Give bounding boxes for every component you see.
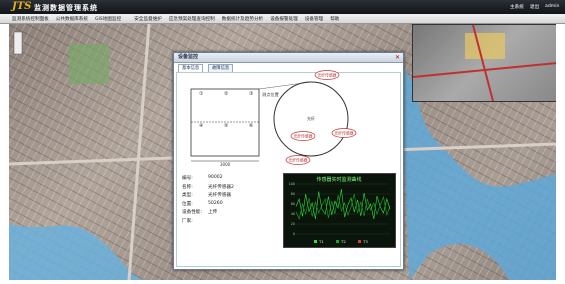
length-label: 3000 (220, 162, 231, 167)
legend-label: T1 (318, 239, 324, 244)
menu-item[interactable]: 安全监督维护 (134, 16, 162, 22)
info-key: 位置: (182, 201, 193, 207)
road (129, 24, 149, 280)
info-value: 光纤传感器 (208, 192, 231, 198)
minimap-features (413, 25, 556, 101)
sensor-label: 光纤传感器 (294, 134, 313, 139)
position-label: 测点位置 (262, 91, 279, 98)
monitor-chart: 传感器实时监测曲线 0 20 40 60 80 100 T1 T2 T3 (283, 173, 396, 248)
info-value: 90002 (208, 175, 223, 180)
y-tick-label: 80 (291, 192, 295, 196)
point-label: ⑤ (224, 123, 228, 129)
info-key: 名称: (182, 184, 193, 190)
y-tick-label: 60 (291, 202, 295, 206)
sensor-label: 光纤传感器 (335, 131, 354, 136)
info-key: 编号: (182, 175, 193, 181)
legend-label: T2 (340, 239, 346, 244)
info-value: 光纤传感器2 (208, 184, 234, 190)
sensor-label: 光纤传感器 (289, 158, 308, 163)
menu-item[interactable]: 设备管理 (305, 16, 323, 22)
info-value: 上传 (208, 209, 217, 215)
point-label: ① (199, 91, 204, 97)
menu-item[interactable]: GIS地图监控 (95, 16, 121, 22)
view-box (465, 33, 505, 59)
header: JTS 监测数据管理系统 主系统 退出 admin (0, 0, 565, 14)
menu-item[interactable]: 数据统计及趋势分析 (222, 16, 263, 22)
menu-item[interactable]: 公共数据库系统 (56, 16, 88, 22)
menu-item[interactable]: 应急预案处理查询控制 (169, 16, 215, 22)
point-label: ⑥ (249, 123, 254, 129)
sensor-label: 光纤传感器 (318, 73, 337, 78)
legend-swatch (336, 240, 339, 243)
logout-link[interactable]: 退出 (530, 4, 539, 10)
menu-item[interactable]: 帮助 (330, 16, 339, 22)
info-value: 50260 (208, 201, 223, 206)
y-tick-label: 40 (291, 212, 295, 216)
menu-item[interactable]: 监测系统控制面板 (12, 16, 49, 22)
menu-item[interactable]: 设备报警处理 (270, 16, 298, 22)
info-key: 类型: (182, 192, 193, 198)
minimap[interactable] (412, 24, 556, 102)
lake (9, 224, 149, 280)
point-label: ④ (199, 123, 204, 129)
point-label: ② (224, 91, 229, 97)
legend-label: T3 (362, 239, 368, 244)
user-name: admin (545, 4, 559, 9)
y-tick-label: 0 (293, 232, 295, 236)
chart-title: 传感器实时监测曲线 (316, 176, 361, 183)
page: {"header":{"logo":"JTS","title":"监测数据管理系… (0, 0, 565, 284)
y-tick-label: 20 (291, 222, 295, 226)
info-key: 设备性能: (182, 209, 202, 215)
info-key: 厂家: (182, 218, 193, 224)
legend-swatch (358, 240, 361, 243)
series-line (296, 194, 390, 219)
link (259, 82, 311, 89)
legend-swatch (314, 240, 317, 243)
point-label: ③ (249, 91, 253, 97)
menu-bar: 监测系统控制面板 公共数据库系统 GIS地图监控 安全监督维护 应急预案处理查询控制 数据… (0, 14, 565, 24)
logo: JTS (12, 1, 31, 12)
app-title: 监测数据管理系统 (34, 3, 98, 13)
system-link[interactable]: 主系统 (510, 4, 524, 10)
zoom-control[interactable] (14, 32, 22, 54)
park (69, 44, 109, 84)
y-tick-label: 100 (289, 182, 295, 186)
center-label: 光纤 (307, 115, 315, 121)
